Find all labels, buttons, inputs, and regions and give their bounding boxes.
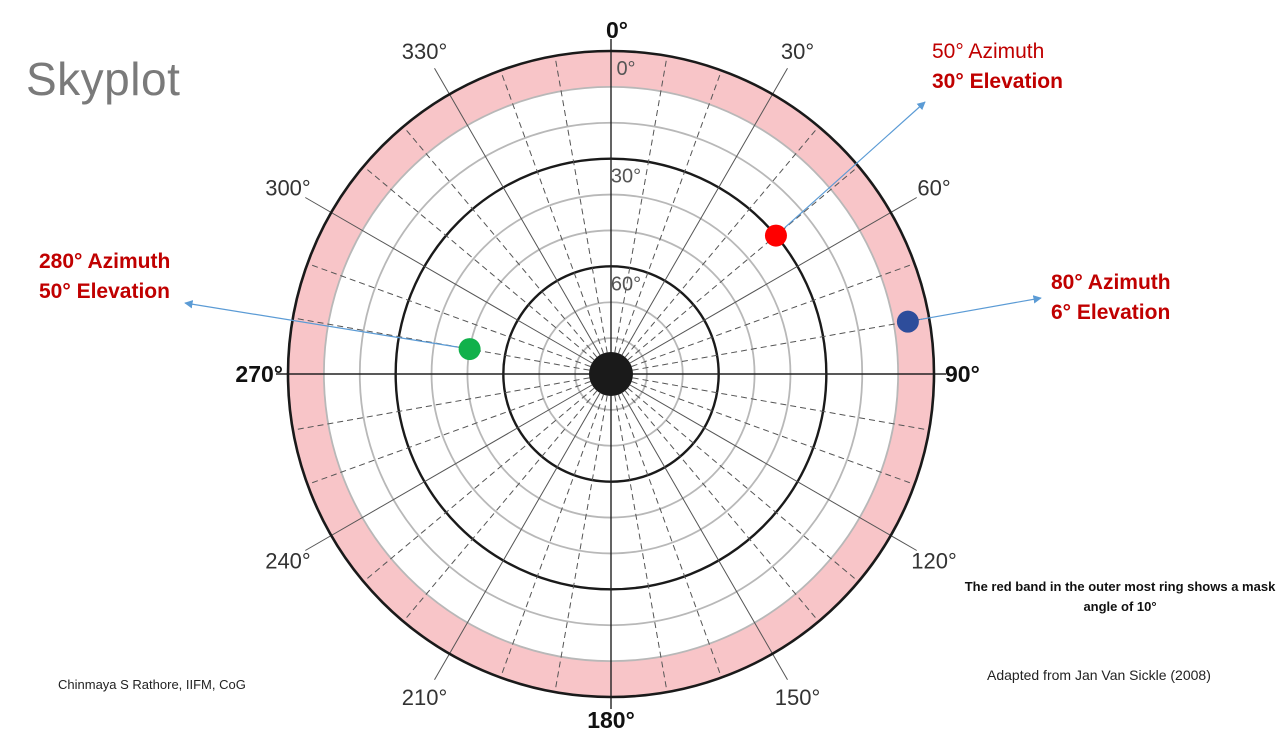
- azimuth-line: [307, 381, 591, 485]
- page-title: Skyplot: [26, 53, 181, 105]
- elevation-label: 0°: [616, 58, 635, 80]
- azimuth-line: [307, 263, 591, 367]
- azimuth-line: [554, 55, 608, 353]
- azimuth-line: [305, 384, 593, 551]
- callout-sat-b: 80° Azimuth 6° Elevation: [1051, 268, 1171, 328]
- azimuth-line: [624, 390, 820, 622]
- compass-north-label: 0°: [606, 17, 628, 43]
- callout-arrow-sat-b: [919, 295, 1042, 321]
- azimuth-line: [614, 395, 668, 693]
- azimuth-line: [632, 317, 930, 371]
- zenith-dot: [589, 352, 633, 396]
- credit-author: Chinmaya S Rathore, IIFM, CoG: [58, 677, 246, 692]
- callout-sat-a-elevation: 30° Elevation: [932, 70, 1063, 93]
- skyplot-marks: [184, 101, 1042, 361]
- azimuth-line: [292, 377, 590, 431]
- azimuth-line: [500, 70, 604, 354]
- mask-note: The red band in the outer most ring show…: [964, 579, 1276, 614]
- callout-arrow-sat-a: [784, 101, 926, 229]
- callout-sat-c: 280° Azimuth 50° Elevation: [39, 247, 170, 307]
- azimuth-label: 60°: [917, 176, 950, 201]
- azimuth-line: [434, 68, 601, 356]
- azimuth-line: [434, 392, 601, 680]
- azimuth-line: [618, 394, 722, 678]
- azimuth-line: [627, 387, 859, 583]
- azimuth-line: [500, 394, 604, 678]
- azimuth-line: [631, 381, 915, 485]
- skyplot-grid: 30° 60° 120° 150° 210° 240° 300° 330° 0° 30° 60°: [265, 39, 957, 710]
- azimuth-label: 30°: [781, 39, 814, 64]
- azimuth-line: [614, 55, 668, 353]
- azimuth-line: [363, 387, 595, 583]
- callout-sat-c-elevation: 50° Elevation: [39, 280, 170, 303]
- callout-sat-b-elevation: 6° Elevation: [1051, 301, 1171, 324]
- azimuth-label: 210°: [402, 685, 448, 710]
- azimuth-label: 120°: [911, 549, 957, 574]
- azimuth-line: [402, 126, 598, 358]
- azimuth-line: [629, 384, 917, 551]
- azimuth-label: 330°: [402, 39, 448, 64]
- azimuth-line: [363, 165, 595, 361]
- elevation-label: 60°: [611, 273, 641, 295]
- elevation-label: 30°: [611, 166, 641, 188]
- satellite-sat-a: [764, 224, 787, 247]
- azimuth-line: [621, 68, 788, 356]
- satellite-sat-c: [458, 338, 481, 361]
- azimuth-line: [402, 390, 598, 622]
- azimuth-line: [624, 126, 820, 358]
- azimuth-line: [621, 392, 788, 680]
- compass-south-label: 180°: [587, 707, 635, 733]
- callout-sat-a-azimuth: 50° Azimuth: [932, 40, 1045, 63]
- azimuth-label: 150°: [775, 685, 821, 710]
- azimuth-line: [305, 197, 593, 364]
- azimuth-line: [631, 263, 915, 367]
- compass-east-label: 90°: [945, 361, 980, 387]
- horizon-circle: [286, 49, 936, 699]
- azimuth-label: 300°: [265, 176, 311, 201]
- azimuth-line: [554, 395, 608, 693]
- azimuth-line: [629, 197, 917, 364]
- callout-sat-b-azimuth: 80° Azimuth: [1051, 271, 1171, 294]
- callout-sat-c-azimuth: 280° Azimuth: [39, 250, 171, 273]
- compass-west-label: 270°: [235, 361, 283, 387]
- azimuth-line: [618, 70, 722, 354]
- satellite-sat-b: [896, 310, 919, 333]
- credit-source: Adapted from Jan Van Sickle (2008): [987, 667, 1211, 683]
- azimuth-line: [627, 165, 859, 361]
- azimuth-label: 240°: [265, 549, 311, 574]
- callout-sat-a: 50° Azimuth 30° Elevation: [932, 37, 1063, 97]
- azimuth-line: [632, 377, 930, 431]
- callout-arrow-sat-c: [184, 300, 458, 348]
